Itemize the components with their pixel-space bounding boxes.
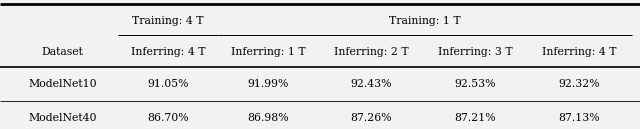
Text: 92.32%: 92.32% [559,79,600,90]
Text: Training: 4 T: Training: 4 T [132,16,204,26]
Text: 92.43%: 92.43% [350,79,392,90]
Text: Inferring: 4 T: Inferring: 4 T [542,47,617,57]
Text: 87.13%: 87.13% [559,113,600,123]
Text: 86.70%: 86.70% [147,113,189,123]
Text: Training: 1 T: Training: 1 T [389,16,460,26]
Text: ModelNet10: ModelNet10 [28,79,97,90]
Text: Inferring: 4 T: Inferring: 4 T [131,47,205,57]
Text: 91.05%: 91.05% [147,79,189,90]
Text: Inferring: 1 T: Inferring: 1 T [231,47,305,57]
Text: Dataset: Dataset [42,47,83,57]
Text: 87.21%: 87.21% [454,113,496,123]
Text: 91.99%: 91.99% [248,79,289,90]
Text: 92.53%: 92.53% [454,79,496,90]
Text: 87.26%: 87.26% [350,113,392,123]
Text: Inferring: 2 T: Inferring: 2 T [333,47,408,57]
Text: ModelNet40: ModelNet40 [28,113,97,123]
Text: Inferring: 3 T: Inferring: 3 T [438,47,513,57]
Text: 86.98%: 86.98% [247,113,289,123]
